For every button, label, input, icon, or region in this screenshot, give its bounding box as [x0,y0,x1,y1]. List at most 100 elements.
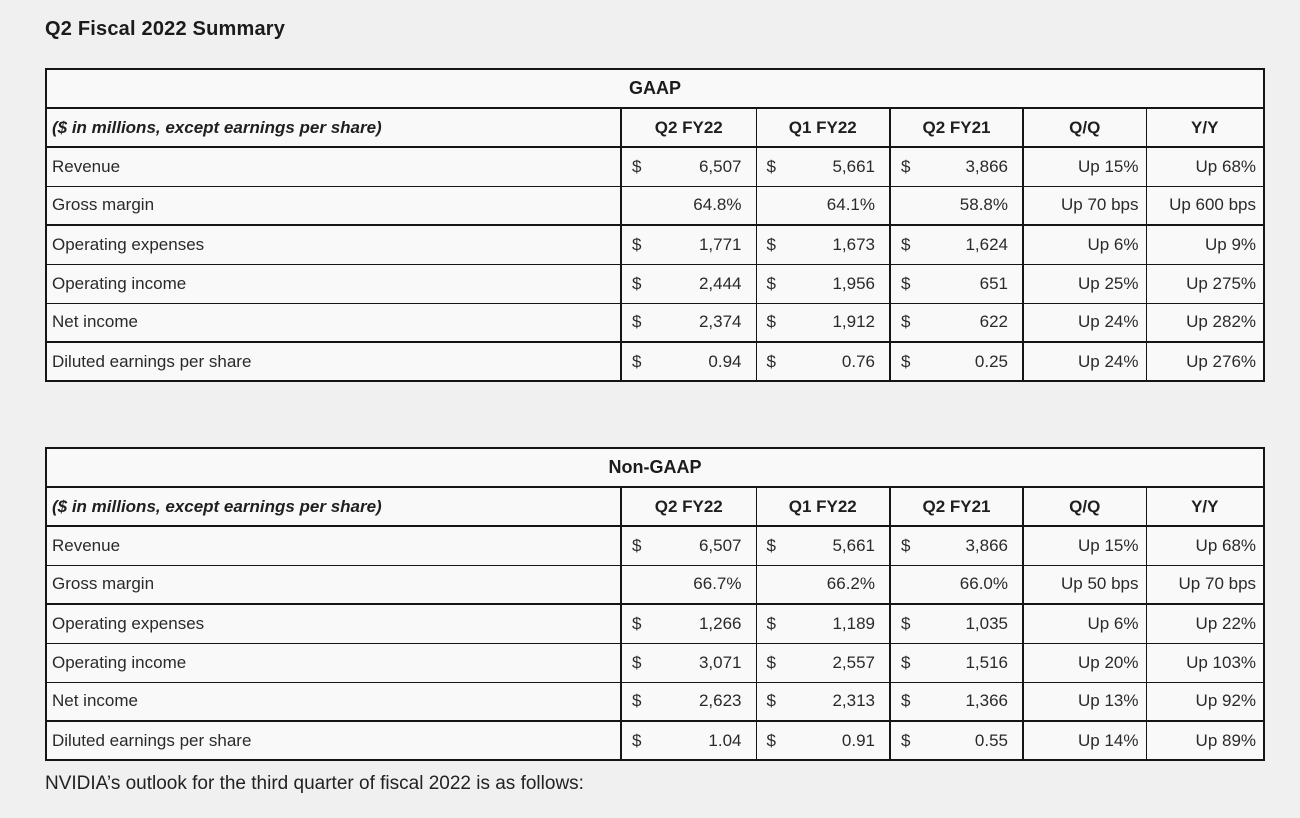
amount: 0.94 [708,351,742,371]
amount: 1,912 [832,312,875,332]
row-label: Gross margin [46,565,622,605]
currency-symbol: $ [632,273,642,293]
delta-yy: Up 9% [1146,225,1265,265]
value-cell: 66.7% [621,565,757,605]
amount: 2,623 [698,691,742,711]
currency-symbol: $ [901,730,911,750]
amount: 6,507 [698,156,742,176]
delta-qq: Up 24% [1023,342,1147,381]
delta-yy: Up 70 bps [1146,565,1265,605]
amount: 3,071 [698,652,742,672]
amount: 64.1% [826,195,875,215]
delta-qq: Up 6% [1023,604,1147,644]
currency-symbol: $ [766,652,776,672]
amount: 0.55 [974,730,1008,750]
delta-yy: Up 22% [1146,604,1265,644]
delta-yy: Up 600 bps [1146,186,1265,226]
value-cell: $0.55 [890,721,1024,760]
table-title-row: GAAP [46,69,1265,109]
amount: 2,557 [832,652,875,672]
amount: 64.8% [693,195,742,215]
delta-yy: Up 68% [1146,526,1265,566]
currency-symbol: $ [901,234,911,254]
amount: 1,516 [965,652,1008,672]
value-cell: $0.94 [621,342,757,381]
delta-yy: Up 92% [1146,682,1265,722]
currency-symbol: $ [766,730,776,750]
col-header-yy: Y/Y [1146,487,1265,527]
value-cell: $1,189 [756,604,891,644]
col-header-yy: Y/Y [1146,108,1265,148]
currency-symbol: $ [766,273,776,293]
currency-symbol: $ [901,535,911,555]
table-row-operating-expenses: Operating expenses $1,266 $1,189 $1,035 … [46,604,1265,644]
delta-yy: Up 103% [1146,643,1265,683]
table-caption: ($ in millions, except earnings per shar… [46,487,622,527]
table-caption: ($ in millions, except earnings per shar… [46,108,622,148]
value-cell: 66.0% [890,565,1024,605]
delta-yy: Up 276% [1186,351,1257,371]
amount: 66.0% [959,574,1008,594]
amount: 1,956 [832,273,875,293]
row-label: Operating expenses [46,225,622,265]
table-row-gross-margin: Gross margin 64.8% 64.1% 58.8% Up 70 bps… [46,186,1265,226]
delta-yy: Up 282% [1146,303,1265,343]
col-header-qq: Q/Q [1023,487,1147,527]
currency-symbol: $ [632,234,642,254]
amount: 5,661 [832,156,875,176]
table-row-operating-income: Operating income $2,444 $1,956 $651 Up 2… [46,264,1265,304]
value-cell: $1,624 [890,225,1024,265]
currency-symbol: $ [901,691,911,711]
delta-qq: Up 24% [1023,303,1147,343]
value-cell: $2,444 [621,264,757,304]
amount: 1,035 [965,613,1008,633]
table-row-operating-expenses: Operating expenses $1,771 $1,673 $1,624 … [46,225,1265,265]
amount: 3,866 [965,156,1008,176]
table-row-diluted-eps: Diluted earnings per share $0.94 $0.76 $… [46,342,1264,381]
value-cell: $2,374 [621,303,757,343]
currency-symbol: $ [766,535,776,555]
amount: 58.8% [959,195,1008,215]
amount: 2,313 [832,691,875,711]
amount: 0.91 [841,730,875,750]
delta-qq: Up 6% [1023,225,1147,265]
value-cell: $1,366 [890,682,1024,722]
currency-symbol: $ [766,351,776,371]
value-cell: $6,507 [621,526,757,566]
amount: 2,374 [698,312,742,332]
value-cell: $1,035 [890,604,1024,644]
amount: 6,507 [698,535,742,555]
amount: 622 [979,312,1008,332]
delta-qq: Up 25% [1023,264,1147,304]
amount: 1.04 [708,730,742,750]
delta-qq: Up 20% [1023,643,1147,683]
amount: 1,266 [698,613,742,633]
col-header-q1fy22: Q1 FY22 [756,487,891,527]
currency-symbol: $ [632,613,642,633]
gaap-table: GAAP ($ in millions, except earnings per… [45,68,1266,382]
value-cell: 64.8% [621,186,757,226]
value-cell: $1,673 [756,225,891,265]
row-label: Operating income [46,264,622,304]
currency-symbol: $ [632,156,642,176]
delta-yy: Up 68% [1146,147,1265,187]
value-cell: $2,557 [756,643,891,683]
row-label: Net income [46,682,622,722]
amount: 1,366 [965,691,1008,711]
row-label: Diluted earnings per share [46,342,622,381]
table-row-diluted-eps: Diluted earnings per share $1.04 $0.91 $… [46,721,1264,760]
value-cell: $3,866 [890,526,1024,566]
table-row-net-income: Net income $2,623 $2,313 $1,366 Up 13% U… [46,682,1265,722]
value-cell: $0.91 [756,721,891,760]
table-row-revenue: Revenue $6,507 $5,661 $3,866 Up 15% Up 6… [46,526,1265,566]
currency-symbol: $ [901,613,911,633]
value-cell: $0.76 [756,342,891,381]
amount: 651 [979,273,1008,293]
page-title: Q2 Fiscal 2022 Summary [45,18,286,40]
column-header-row: ($ in millions, except earnings per shar… [46,108,1265,148]
value-cell: $651 [890,264,1024,304]
delta-qq: Up 14% [1023,721,1147,760]
delta-qq: Up 70 bps [1023,186,1147,226]
table-row-revenue: Revenue $6,507 $5,661 $3,866 Up 15% Up 6… [46,147,1265,187]
row-label: Diluted earnings per share [46,721,622,760]
